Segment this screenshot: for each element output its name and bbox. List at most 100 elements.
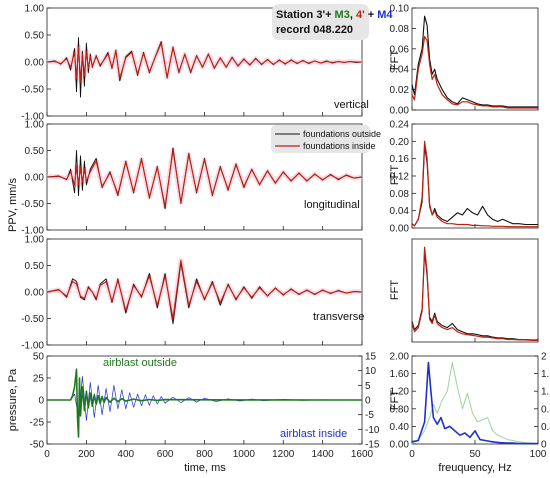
panel-transverse-ytick-label-2: 0.00 — [25, 288, 45, 299]
panel-airblast-xtick-label-5: 1000 — [233, 449, 256, 460]
panel-airblast-y2tick-label-6: -15 — [365, 440, 380, 451]
fft-vertical-ytick-label-1: 0.08 — [390, 24, 410, 35]
panel-vertical-ytick-label-1: 0.50 — [25, 31, 45, 42]
station-4: 4' — [356, 9, 365, 21]
panel-transverse-series-inside — [46, 259, 363, 320]
panel-airblast-ytick-label-3: -25 — [30, 418, 45, 429]
fft-airblast-y2tick-label-4: 0.4 — [541, 422, 550, 433]
panel-longitudinal-series-inside — [46, 149, 363, 207]
fft-airblast-ytick-label-2: 1.20 — [390, 387, 410, 398]
fft-label-airblast: FFT — [389, 390, 401, 410]
fft-transverse-frame — [411, 238, 539, 343]
panel-longitudinal-ytick-label-4: -1.00 — [21, 226, 44, 237]
fft-airblast-y2tick-label-2: 1.2 — [541, 387, 550, 398]
xlabel-time: time, ms — [184, 462, 226, 474]
fft-longitudinal-ytick-label-0: 0.24 — [390, 120, 410, 131]
fft-transverse-series-inside — [411, 246, 538, 341]
fft-longitudinal-series-outside — [411, 145, 538, 227]
fft-airblast-ytick-label-3: 0.80 — [390, 404, 410, 415]
panel-airblast-y2tick-label-0: 15 — [365, 352, 377, 363]
panel-transverse-ytick-label-4: -1.00 — [21, 341, 44, 352]
station-sep: , — [350, 9, 356, 21]
panel-airblast-ytick-label-2: 0 — [38, 396, 44, 407]
fft-airblast-y2tick-label-1: 1.6 — [541, 369, 550, 380]
panel-airblast-xtick-label-2: 400 — [117, 449, 134, 460]
station-header: Station 3'+ M3, 4' + M4 — [276, 9, 393, 21]
panel-airblast-xtick-label-7: 1400 — [312, 449, 335, 460]
fft-vertical-ytick-label-4: 0.02 — [390, 85, 410, 96]
fft-label-vertical: FFT — [389, 50, 401, 70]
label-vertical: vertical — [334, 99, 369, 111]
fft-vertical-ytick-label-2: 0.06 — [390, 44, 410, 55]
fft-airblast-ytick-label-5: 0.00 — [390, 440, 410, 451]
panel-longitudinal-ytick-label-3: -0.50 — [21, 199, 44, 210]
panel-transverse-envelope — [46, 257, 363, 321]
panel-airblast-y2tick-label-3: 0 — [365, 396, 371, 407]
panel-airblast-ytick-label-4: -50 — [30, 440, 45, 451]
station-m4: M4 — [377, 9, 393, 21]
fft-vertical-ytick-label-5: 0.00 — [390, 106, 410, 117]
panel-airblast-xtick-label-4: 800 — [196, 449, 213, 460]
record-id: record 048.220 — [276, 24, 353, 36]
fft-longitudinal-ytick-label-5: 0.04 — [390, 206, 410, 217]
panel-vertical-ytick-label-4: -1.00 — [21, 112, 44, 123]
fft-label-transverse: FFT — [389, 280, 401, 300]
panel-longitudinal-ytick-label-0: 1.00 — [25, 120, 45, 131]
fft-longitudinal-ytick-label-3: 0.12 — [390, 172, 410, 183]
station-prefix: Station 3'+ — [276, 9, 335, 21]
label-airblast-inside: airblast inside — [280, 428, 347, 440]
panel-airblast-ytick-label-0: 50 — [33, 352, 45, 363]
fft-airblast-xtick-label-0: 0 — [409, 449, 415, 460]
panel-longitudinal-ytick-label-1: 0.50 — [25, 146, 45, 157]
fft-vertical-ytick-label-0: 0.10 — [390, 4, 410, 15]
fft-longitudinal-ytick-label-4: 0.08 — [390, 189, 410, 200]
panel-airblast-ytick-label-1: 25 — [33, 374, 45, 385]
fft-longitudinal-ytick-label-1: 0.20 — [390, 137, 410, 148]
fft-airblast-xtick-label-2: 100 — [530, 449, 547, 460]
ylabel-pressure: pressure, Pa — [7, 368, 19, 431]
legend-label-inside: foundations inside — [303, 141, 376, 151]
fft-label-longitudinal: FFT — [389, 165, 401, 185]
station-plus: + — [365, 9, 378, 21]
panel-airblast-y2tick-label-1: 10 — [365, 366, 377, 377]
fft-airblast-series-outside — [411, 362, 539, 445]
panel-airblast-y2tick-label-2: 5 — [365, 381, 371, 392]
fft-airblast-y2tick-label-0: 2 — [541, 352, 547, 363]
fft-vertical-ytick-label-3: 0.04 — [390, 65, 410, 76]
fft-airblast-ytick-label-4: 0.40 — [390, 422, 410, 433]
panel-airblast-xtick-label-1: 200 — [78, 449, 95, 460]
fft-vertical-frame — [411, 7, 539, 111]
panel-transverse-ytick-label-0: 1.00 — [25, 235, 45, 246]
label-longitudinal: longitudinal — [304, 199, 360, 211]
fft-transverse-series-outside — [411, 250, 538, 341]
panel-airblast-xtick-label-3: 600 — [157, 449, 174, 460]
fft-longitudinal-series-inside — [411, 140, 538, 228]
panel-transverse-ytick-label-3: -0.50 — [21, 314, 44, 325]
fft-longitudinal-ytick-label-6: 0.00 — [390, 224, 410, 235]
fft-airblast-series-inside — [411, 361, 538, 445]
fft-airblast-y2tick-label-5: 0 — [541, 440, 547, 451]
panel-vertical-ytick-label-0: 1.00 — [25, 4, 45, 15]
panel-longitudinal-ytick-label-2: 0.00 — [25, 173, 45, 184]
panel-airblast-xtick-label-8: 1600 — [351, 449, 374, 460]
xlabel-frequency: freuquency, Hz — [438, 462, 511, 474]
fft-airblast-ytick-label-0: 2.00 — [390, 352, 410, 363]
panel-vertical-series-inside — [46, 42, 362, 82]
station-header-box — [272, 4, 369, 40]
fft-longitudinal-ytick-label-2: 0.16 — [390, 154, 410, 165]
panel-transverse-ytick-label-1: 0.50 — [25, 261, 45, 272]
panel-airblast-xtick-label-0: 0 — [44, 449, 50, 460]
panel-airblast-y2tick-label-4: -5 — [365, 410, 374, 421]
ylabel-ppv: PPV, mm/s — [7, 178, 19, 232]
panel-vertical-ytick-label-3: -0.50 — [21, 85, 44, 96]
legend-label-outside: foundations outside — [303, 129, 381, 139]
fft-vertical-series-inside — [411, 36, 538, 109]
fft-airblast-y2tick-label-3: 0.8 — [541, 404, 550, 415]
panel-vertical-ytick-label-2: 0.00 — [25, 58, 45, 69]
label-airblast-outside: airblast outside — [103, 357, 177, 369]
station-m3: M3 — [335, 9, 350, 21]
panel-airblast-xtick-label-6: 1200 — [272, 449, 295, 460]
panel-airblast-y2tick-label-5: -10 — [365, 425, 380, 436]
fft-airblast-ytick-label-1: 1.60 — [390, 369, 410, 380]
